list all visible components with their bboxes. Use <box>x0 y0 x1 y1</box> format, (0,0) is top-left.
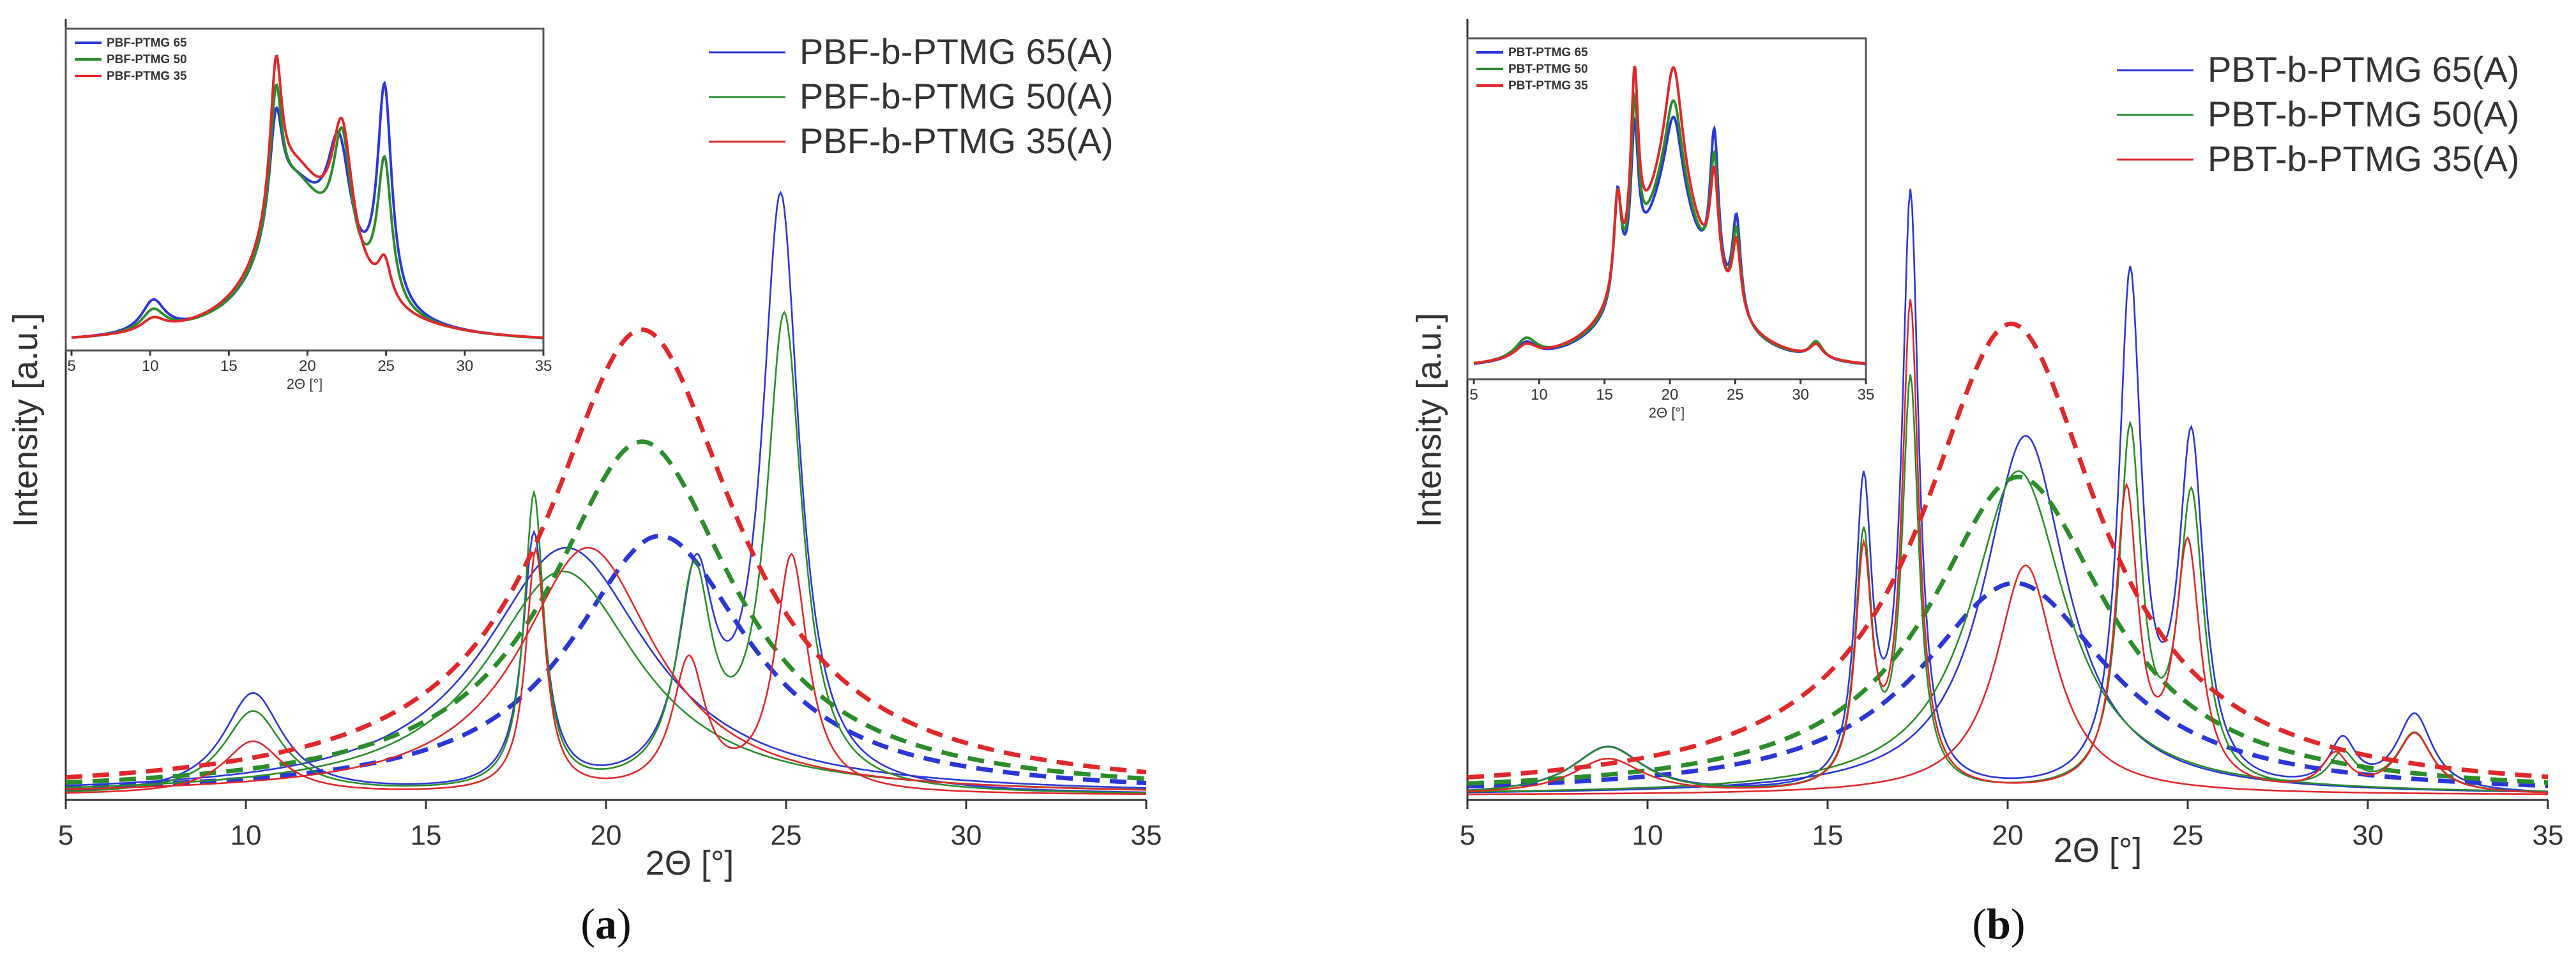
series-line <box>1467 435 2548 794</box>
series-line <box>1467 299 2549 794</box>
inset-frame <box>64 27 545 352</box>
panel-caption: (b) <box>1972 900 2025 948</box>
legend-label: PBT-b-PTMG 50(A) <box>2208 94 2520 134</box>
series-line <box>1467 474 2549 786</box>
x-tick-label: 15 <box>411 820 442 851</box>
inset-x-tick-label: 35 <box>535 358 552 375</box>
x-axis-title: 2Θ [°] <box>2054 831 2142 870</box>
caption-open: ( <box>580 900 595 948</box>
caption-close: ) <box>617 900 632 948</box>
x-tick-label: 20 <box>1992 820 2024 851</box>
x-tick-label: 25 <box>771 820 802 851</box>
x-tick-label: 5 <box>1460 820 1475 851</box>
x-tick-label: 35 <box>2533 820 2564 851</box>
x-tick-label: 35 <box>1131 820 1162 851</box>
inset-x-tick-label: 10 <box>142 358 159 375</box>
inset-x-tick-label: 25 <box>377 358 395 375</box>
x-tick-label: 30 <box>951 820 982 851</box>
inset-x-axis-title: 2Θ [°] <box>1649 405 1685 421</box>
inset-chart: 5 10 15 20 25 30 35 2Θ [°] PBT-PTMG 65 PBT-PTMG 5… <box>1466 37 1875 421</box>
inset-series-line <box>1473 65 1867 365</box>
panel-a: 5 10 15 20 25 30 35 Intensity [a.u.] 2Θ [°] PBF-b… <box>6 19 1162 948</box>
series-line <box>65 546 1146 789</box>
series-line <box>65 310 1146 794</box>
inset-x-tick-label: 5 <box>67 358 75 375</box>
inset-x-tick-label: 30 <box>456 358 473 375</box>
inset-x-tick-label: 5 <box>1469 386 1478 403</box>
inset-series-line <box>71 54 543 339</box>
legend-label: PBT-b-PTMG 35(A) <box>2208 139 2520 179</box>
inset-legend-label: PBT-PTMG 35 <box>1508 79 1588 93</box>
inset-x-tick-label: 10 <box>1531 386 1548 403</box>
x-tick-label: 10 <box>1632 820 1663 851</box>
inset-legend-label: PBT-PTMG 65 <box>1508 46 1588 59</box>
legend-label: PBT-b-PTMG 65(A) <box>2208 49 2520 89</box>
series-line <box>65 533 1147 790</box>
caption-close: ) <box>2011 900 2026 948</box>
inset-legend-label: PBF-PTMG 50 <box>107 53 187 66</box>
series-line <box>66 546 1146 795</box>
inset-x-tick-label: 15 <box>220 358 238 375</box>
caption-letter: b <box>1987 900 2011 948</box>
inset-x-tick-label: 25 <box>1727 386 1744 403</box>
x-axis-title: 2Θ [°] <box>646 844 734 882</box>
inset-legend-label: PBF-PTMG 65 <box>107 36 187 50</box>
series-line <box>65 546 1147 791</box>
x-tick-label: 20 <box>591 820 622 851</box>
inset-chart: 5 10 15 20 25 30 35 2Θ [°] PBF-PTMG 65 PBF-PTMG 5… <box>64 27 552 392</box>
series-line <box>1467 470 2549 793</box>
x-tick-label: 15 <box>1812 820 1844 851</box>
x-tick-label: 25 <box>2172 820 2204 851</box>
inset-x-axis-title: 2Θ [°] <box>287 376 322 392</box>
series-line <box>1467 321 2549 780</box>
series-line <box>65 190 1146 794</box>
legend-label: PBF-b-PTMG 50(A) <box>799 76 1114 116</box>
legend-label: PBF-b-PTMG 35(A) <box>799 121 1114 161</box>
caption-letter: a <box>595 900 617 948</box>
legend-label: PBF-b-PTMG 65(A) <box>799 31 1114 72</box>
inset-x-tick-label: 15 <box>1596 386 1613 403</box>
panel-caption: (a) <box>580 900 631 948</box>
y-axis-title: Intensity [a.u.] <box>6 313 45 527</box>
series-line <box>65 439 1147 785</box>
inset-x-tick-label: 35 <box>1858 386 1875 403</box>
caption-open: ( <box>1972 900 1987 948</box>
inset-x-tick-label: 20 <box>1662 386 1679 403</box>
panel-b: 5 10 15 20 25 30 35 Intensity [a.u.] 2Θ [°] PBT-b… <box>1410 19 2563 948</box>
x-tick-label: 30 <box>2352 820 2384 851</box>
x-tick-label: 5 <box>58 820 73 851</box>
series-line <box>1467 564 2548 795</box>
inset-x-tick-label: 30 <box>1792 386 1809 403</box>
inset-legend-label: PBF-PTMG 35 <box>107 70 187 83</box>
inset-x-tick-label: 20 <box>299 358 316 375</box>
series-line <box>65 327 1147 780</box>
x-tick-label: 10 <box>231 820 262 851</box>
y-axis-title: Intensity [a.u.] <box>1410 313 1448 527</box>
inset-legend-label: PBT-PTMG 50 <box>1508 63 1588 76</box>
series-line <box>65 570 1146 791</box>
